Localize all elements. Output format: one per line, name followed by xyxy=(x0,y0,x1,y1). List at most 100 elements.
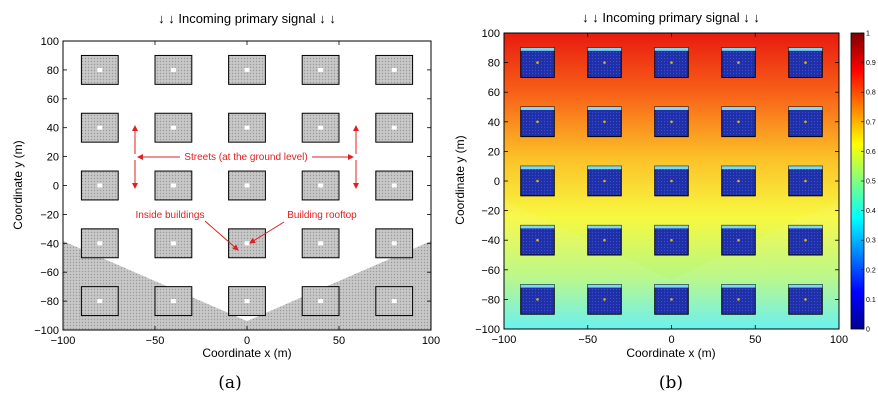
building-center-marker xyxy=(170,241,176,246)
building-rooftop-strip xyxy=(654,284,689,288)
building-center-marker xyxy=(244,241,250,246)
building-center-marker xyxy=(804,238,807,242)
panel-a-caption: (a) xyxy=(218,373,241,393)
building-rooftop-strip xyxy=(587,47,622,51)
building-center-marker xyxy=(391,183,397,188)
building-center-marker xyxy=(97,183,103,188)
panel-b-ytick-label: 80 xyxy=(488,58,500,70)
building-center-marker xyxy=(318,241,324,246)
building-rooftop-strip xyxy=(654,107,689,110)
building-center-marker xyxy=(244,183,250,188)
panel-b-ytick-label: 20 xyxy=(488,146,500,158)
panel-b-axes: −100 −50 0 50 100 100 80 60 40 20 0 −20 −40 −60 −80 −10… xyxy=(475,28,848,346)
panel-a-ytick-label: −100 xyxy=(34,325,59,337)
building-rooftop-strip xyxy=(520,107,555,110)
building-center-marker xyxy=(603,61,606,64)
building-center-marker xyxy=(737,238,740,242)
building-center-marker xyxy=(737,61,740,64)
panel-b-xtick-label: 0 xyxy=(668,334,674,346)
annotation-building-rooftop: Building rooftop xyxy=(287,210,357,221)
annotation-inside-buildings: Inside buildings xyxy=(136,210,205,221)
building-rooftop-strip xyxy=(721,47,756,51)
panel-a-axes: −100 −50 0 50 100 100 80 60 40 20 0 −20 −40 −60 −80 −10… xyxy=(34,36,440,347)
building-center-marker xyxy=(244,67,250,72)
building-center-marker xyxy=(170,67,176,72)
panel-a-ytick-label: 0 xyxy=(53,181,59,193)
building-rooftop-strip xyxy=(721,166,756,170)
building xyxy=(301,170,340,201)
building-rooftop-strip xyxy=(654,225,689,229)
panel-a-ytick-label: 60 xyxy=(47,94,59,106)
panel-b-ytick-label: 40 xyxy=(488,117,500,129)
building-center-marker xyxy=(318,183,324,188)
building-center-marker xyxy=(603,238,606,242)
panel-b-xtick-label: 100 xyxy=(830,334,848,346)
building-center-marker xyxy=(670,238,673,242)
panel-b-ylabel: Coordinate y (m) xyxy=(453,135,467,224)
building-rooftop-strip xyxy=(654,166,689,170)
panel-a-xtick-label: 50 xyxy=(333,335,345,347)
building xyxy=(375,170,414,201)
colorbar-tick-label: 0.2 xyxy=(866,267,876,274)
building-rooftop-strip xyxy=(788,225,823,229)
building-rooftop-strip xyxy=(654,47,689,51)
panel-a-ytick-label: 100 xyxy=(41,36,59,48)
building-center-marker xyxy=(391,125,397,130)
building-center-marker xyxy=(536,179,539,183)
panel-a-ytick-label: −20 xyxy=(40,209,59,221)
building-rooftop-strip xyxy=(721,107,756,110)
panel-a-xtick-label: 0 xyxy=(244,335,250,347)
building-center-marker xyxy=(244,299,250,304)
building-center-marker xyxy=(318,125,324,130)
colorbar-tick-label: 0.3 xyxy=(866,238,876,245)
building-center-marker xyxy=(804,298,807,301)
building-center-marker xyxy=(318,67,324,72)
building-center-marker xyxy=(170,299,176,304)
panel-a-ytick-label: 20 xyxy=(47,152,59,164)
panel-b-ytick-label: 60 xyxy=(488,87,500,99)
building-rooftop-strip xyxy=(520,47,555,51)
panel-b-ytick-label: 100 xyxy=(482,28,500,40)
colorbar-tick-label: 1 xyxy=(866,31,870,38)
building-center-marker xyxy=(170,125,176,130)
building-center-marker xyxy=(318,299,324,304)
building xyxy=(721,165,756,197)
panel-a-ytick-label: −60 xyxy=(40,267,59,279)
building-center-marker xyxy=(737,120,740,124)
panel-a: ↓ ↓ Incoming primary signal ↓ ↓ Streets … xyxy=(11,11,440,393)
panel-b-ytick-label: −20 xyxy=(481,206,500,218)
building-center-marker xyxy=(391,67,397,72)
panel-b-ytick-label: −40 xyxy=(481,235,500,247)
building xyxy=(301,112,340,143)
building-rooftop-strip xyxy=(721,225,756,229)
building-center-marker xyxy=(670,179,673,183)
colorbar-tick-label: 0.6 xyxy=(866,149,876,156)
panel-a-ylabel: Coordinate y (m) xyxy=(11,140,25,229)
panel-b-ytick-label: −100 xyxy=(475,324,500,336)
panel-b-xtick-label: −50 xyxy=(578,334,597,346)
panel-a-title: ↓ ↓ Incoming primary signal ↓ ↓ xyxy=(158,11,336,26)
building-rooftop-strip xyxy=(587,166,622,170)
panel-b-buildings xyxy=(520,47,823,315)
building-rooftop-strip xyxy=(587,107,622,110)
colorbar-tick-label: 0.9 xyxy=(866,60,876,67)
panel-b-xtick-label: 50 xyxy=(749,334,761,346)
panel-a-xlabel: Coordinate x (m) xyxy=(202,346,291,360)
building-rooftop-strip xyxy=(788,107,823,110)
panel-b: ↓ ↓ Incoming primary signal ↓ ↓ −100 −50 0… xyxy=(453,10,876,393)
building-center-marker xyxy=(536,238,539,242)
building-center-marker xyxy=(536,120,539,124)
building-center-marker xyxy=(97,299,103,304)
building-center-marker xyxy=(737,179,740,183)
building-center-marker xyxy=(97,67,103,72)
building-center-marker xyxy=(536,61,539,64)
building-center-marker xyxy=(670,120,673,124)
colorbar-tick-label: 0 xyxy=(866,327,870,334)
building xyxy=(375,228,414,259)
building xyxy=(228,286,266,317)
building-center-marker xyxy=(391,299,397,304)
panel-a-xtick-label: −50 xyxy=(146,335,165,347)
building-rooftop-strip xyxy=(587,225,622,229)
building-rooftop-strip xyxy=(788,47,823,51)
